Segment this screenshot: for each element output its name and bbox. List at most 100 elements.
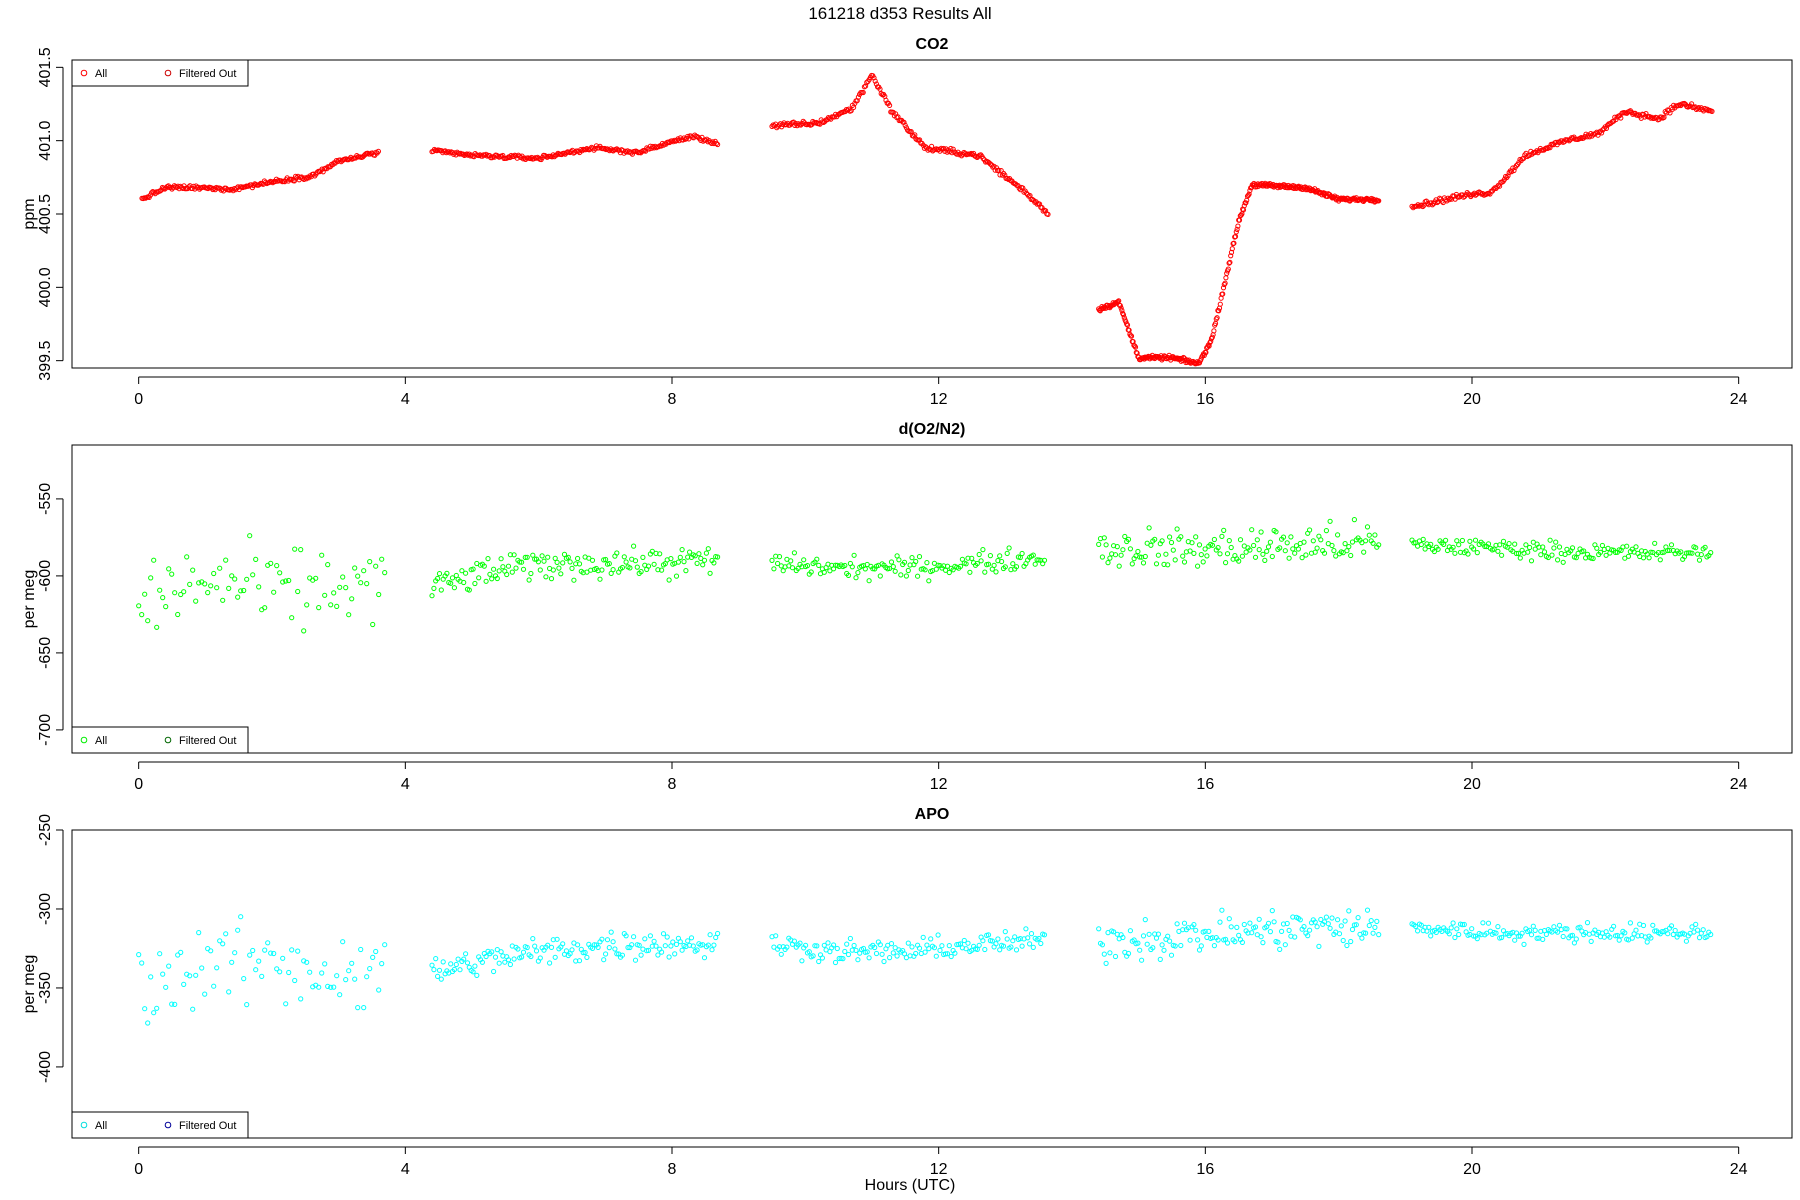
data-point [1228,924,1234,930]
data-point [1112,552,1119,558]
data-point [1370,540,1376,546]
data-point [1137,947,1143,953]
data-point [548,944,555,951]
data-point [887,955,893,961]
data-point [1323,528,1330,534]
data-point [1426,924,1432,930]
data-point [668,943,674,949]
data-point [1346,544,1352,550]
data-point [1187,548,1193,554]
data-point [1687,550,1693,556]
data-point [1224,551,1231,557]
data-point [1329,542,1335,549]
data-point [1103,542,1109,548]
data-point [178,949,184,956]
data-point [1234,924,1240,931]
data-point [713,934,719,941]
data-point [1422,546,1428,552]
data-point [298,996,304,1002]
data-point [247,533,253,539]
data-point [517,153,523,159]
data-point [1225,266,1231,272]
data-point [154,624,160,630]
data-point [148,575,154,581]
data-point [1532,927,1538,934]
data-point [438,976,444,982]
data-point [700,562,706,568]
data-point [509,569,515,575]
data-point [166,566,172,572]
data-point [1599,542,1606,549]
data-point [528,570,534,577]
x-tick-label: 12 [930,391,948,408]
data-point [1193,534,1199,540]
data-point [175,611,181,618]
x-tick-label: 0 [134,1161,143,1178]
data-point [925,147,931,153]
data-point [1594,545,1600,551]
data-point [769,123,775,130]
data-point [268,560,274,567]
data-point [866,578,872,584]
data-point [316,605,322,611]
data-point [286,577,292,584]
data-point [1510,165,1516,171]
data-point [591,942,598,948]
data-point [1560,559,1566,565]
data-point [1252,924,1259,930]
data-point [976,551,982,558]
data-point [376,591,382,598]
data-point [196,580,202,586]
data-point [1262,557,1268,564]
data-point [1159,538,1165,544]
data-point [685,938,691,944]
data-point [1500,538,1507,545]
data-point [451,585,457,591]
data-point [1256,916,1262,922]
data-point [496,960,502,966]
data-point [840,956,846,962]
data-point [187,973,193,979]
data-point [1530,923,1536,929]
data-point [1135,548,1141,555]
data-point [1361,549,1367,555]
data-point [711,560,717,566]
data-point [145,618,151,624]
data-point [1527,544,1533,551]
data-point [968,150,974,157]
data-point [494,947,500,953]
data-point [1222,280,1228,286]
data-point [547,960,553,966]
data-point [1370,930,1376,936]
data-point [1219,907,1225,913]
chart-panel-3: APO 0 4 8 12 16 20 24 -400 -350 -300 -250 per meg All… [21,806,1793,1178]
x-tick-label: 12 [930,776,948,793]
data-point [1702,544,1708,551]
data-point [1168,952,1175,958]
data-point [1450,544,1456,550]
data-point [915,573,921,579]
data-point [1223,275,1229,281]
data-point [646,146,652,152]
data-point [1191,550,1197,557]
data-point [1368,918,1374,924]
data-point [322,961,328,967]
data-point [163,604,169,610]
data-point [1140,560,1147,566]
data-point [489,576,495,582]
data-point [476,575,482,581]
data-point [1420,536,1426,543]
data-point [1693,921,1699,928]
data-point [690,943,696,949]
data-point [1292,550,1298,556]
data-point [331,590,337,596]
data-point [355,1005,361,1011]
data-point [947,149,953,155]
data-point [1349,539,1356,545]
data-point [655,952,661,958]
data-point [991,562,997,569]
data-point [1101,535,1107,541]
data-point [1181,559,1188,565]
data-point [1284,920,1290,927]
